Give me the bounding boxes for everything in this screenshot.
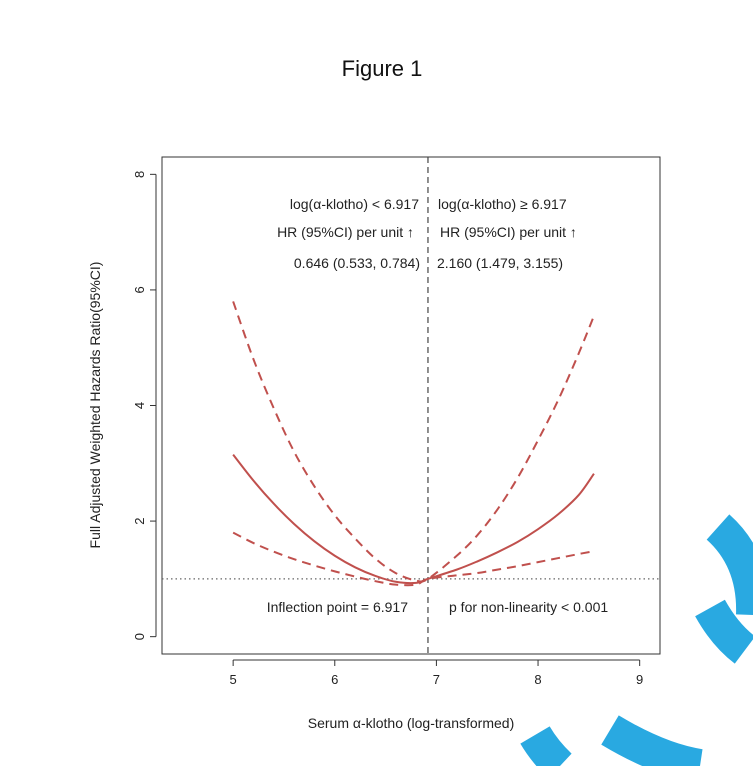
- y-tick-label: 6: [132, 286, 147, 293]
- y-tick-label: 0: [132, 633, 147, 640]
- y-axis-label: Full Adjusted Weighted Hazards Ratio(95%…: [87, 262, 103, 549]
- hr-curve-estimate: [232, 454, 595, 585]
- x-axis: 5 6 7 8 9: [230, 659, 643, 687]
- x-tick-label: 5: [230, 672, 237, 687]
- x-tick-label: 9: [636, 672, 643, 687]
- y-tick-label: 4: [132, 402, 147, 409]
- x-axis-label: Serum α-klotho (log-transformed): [308, 715, 515, 731]
- nonlinearity-text: p for non-linearity < 0.001: [449, 599, 608, 615]
- y-tick-label: 8: [132, 171, 147, 178]
- series-layer: [232, 301, 595, 587]
- left-hr-label-text: HR (95%CI) per unit ↑: [277, 224, 414, 240]
- watermark-arc-bottom: [601, 715, 703, 766]
- ci-upper-curve: [232, 301, 595, 583]
- left-hr-value-text: 0.646 (0.533, 0.784): [294, 255, 420, 271]
- left-condition-text: log(α-klotho) < 6.917: [290, 196, 419, 212]
- watermark-arc-small: [520, 726, 572, 766]
- inflection-point-text: Inflection point = 6.917: [267, 599, 408, 615]
- right-hr-label-text: HR (95%CI) per unit ↑: [440, 224, 577, 240]
- x-tick-label: 8: [534, 672, 541, 687]
- plot-frame: [161, 156, 661, 655]
- y-tick-label: 2: [132, 517, 147, 524]
- right-hr-value-text: 2.160 (1.479, 3.155): [437, 255, 563, 271]
- y-axis: 0 2 4 6 8: [132, 171, 157, 640]
- ci-lower-curve: [232, 531, 595, 587]
- watermark-arc-lower: [695, 599, 753, 664]
- x-tick-label: 7: [433, 672, 440, 687]
- right-condition-text: log(α-klotho) ≥ 6.917: [438, 196, 567, 212]
- figure-title: Figure 1: [342, 56, 423, 81]
- x-tick-label: 6: [331, 672, 338, 687]
- watermark-logo: [520, 514, 753, 766]
